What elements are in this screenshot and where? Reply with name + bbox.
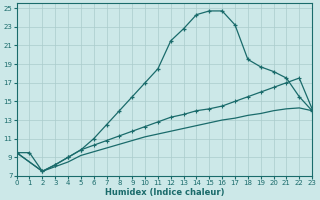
X-axis label: Humidex (Indice chaleur): Humidex (Indice chaleur) — [105, 188, 224, 197]
